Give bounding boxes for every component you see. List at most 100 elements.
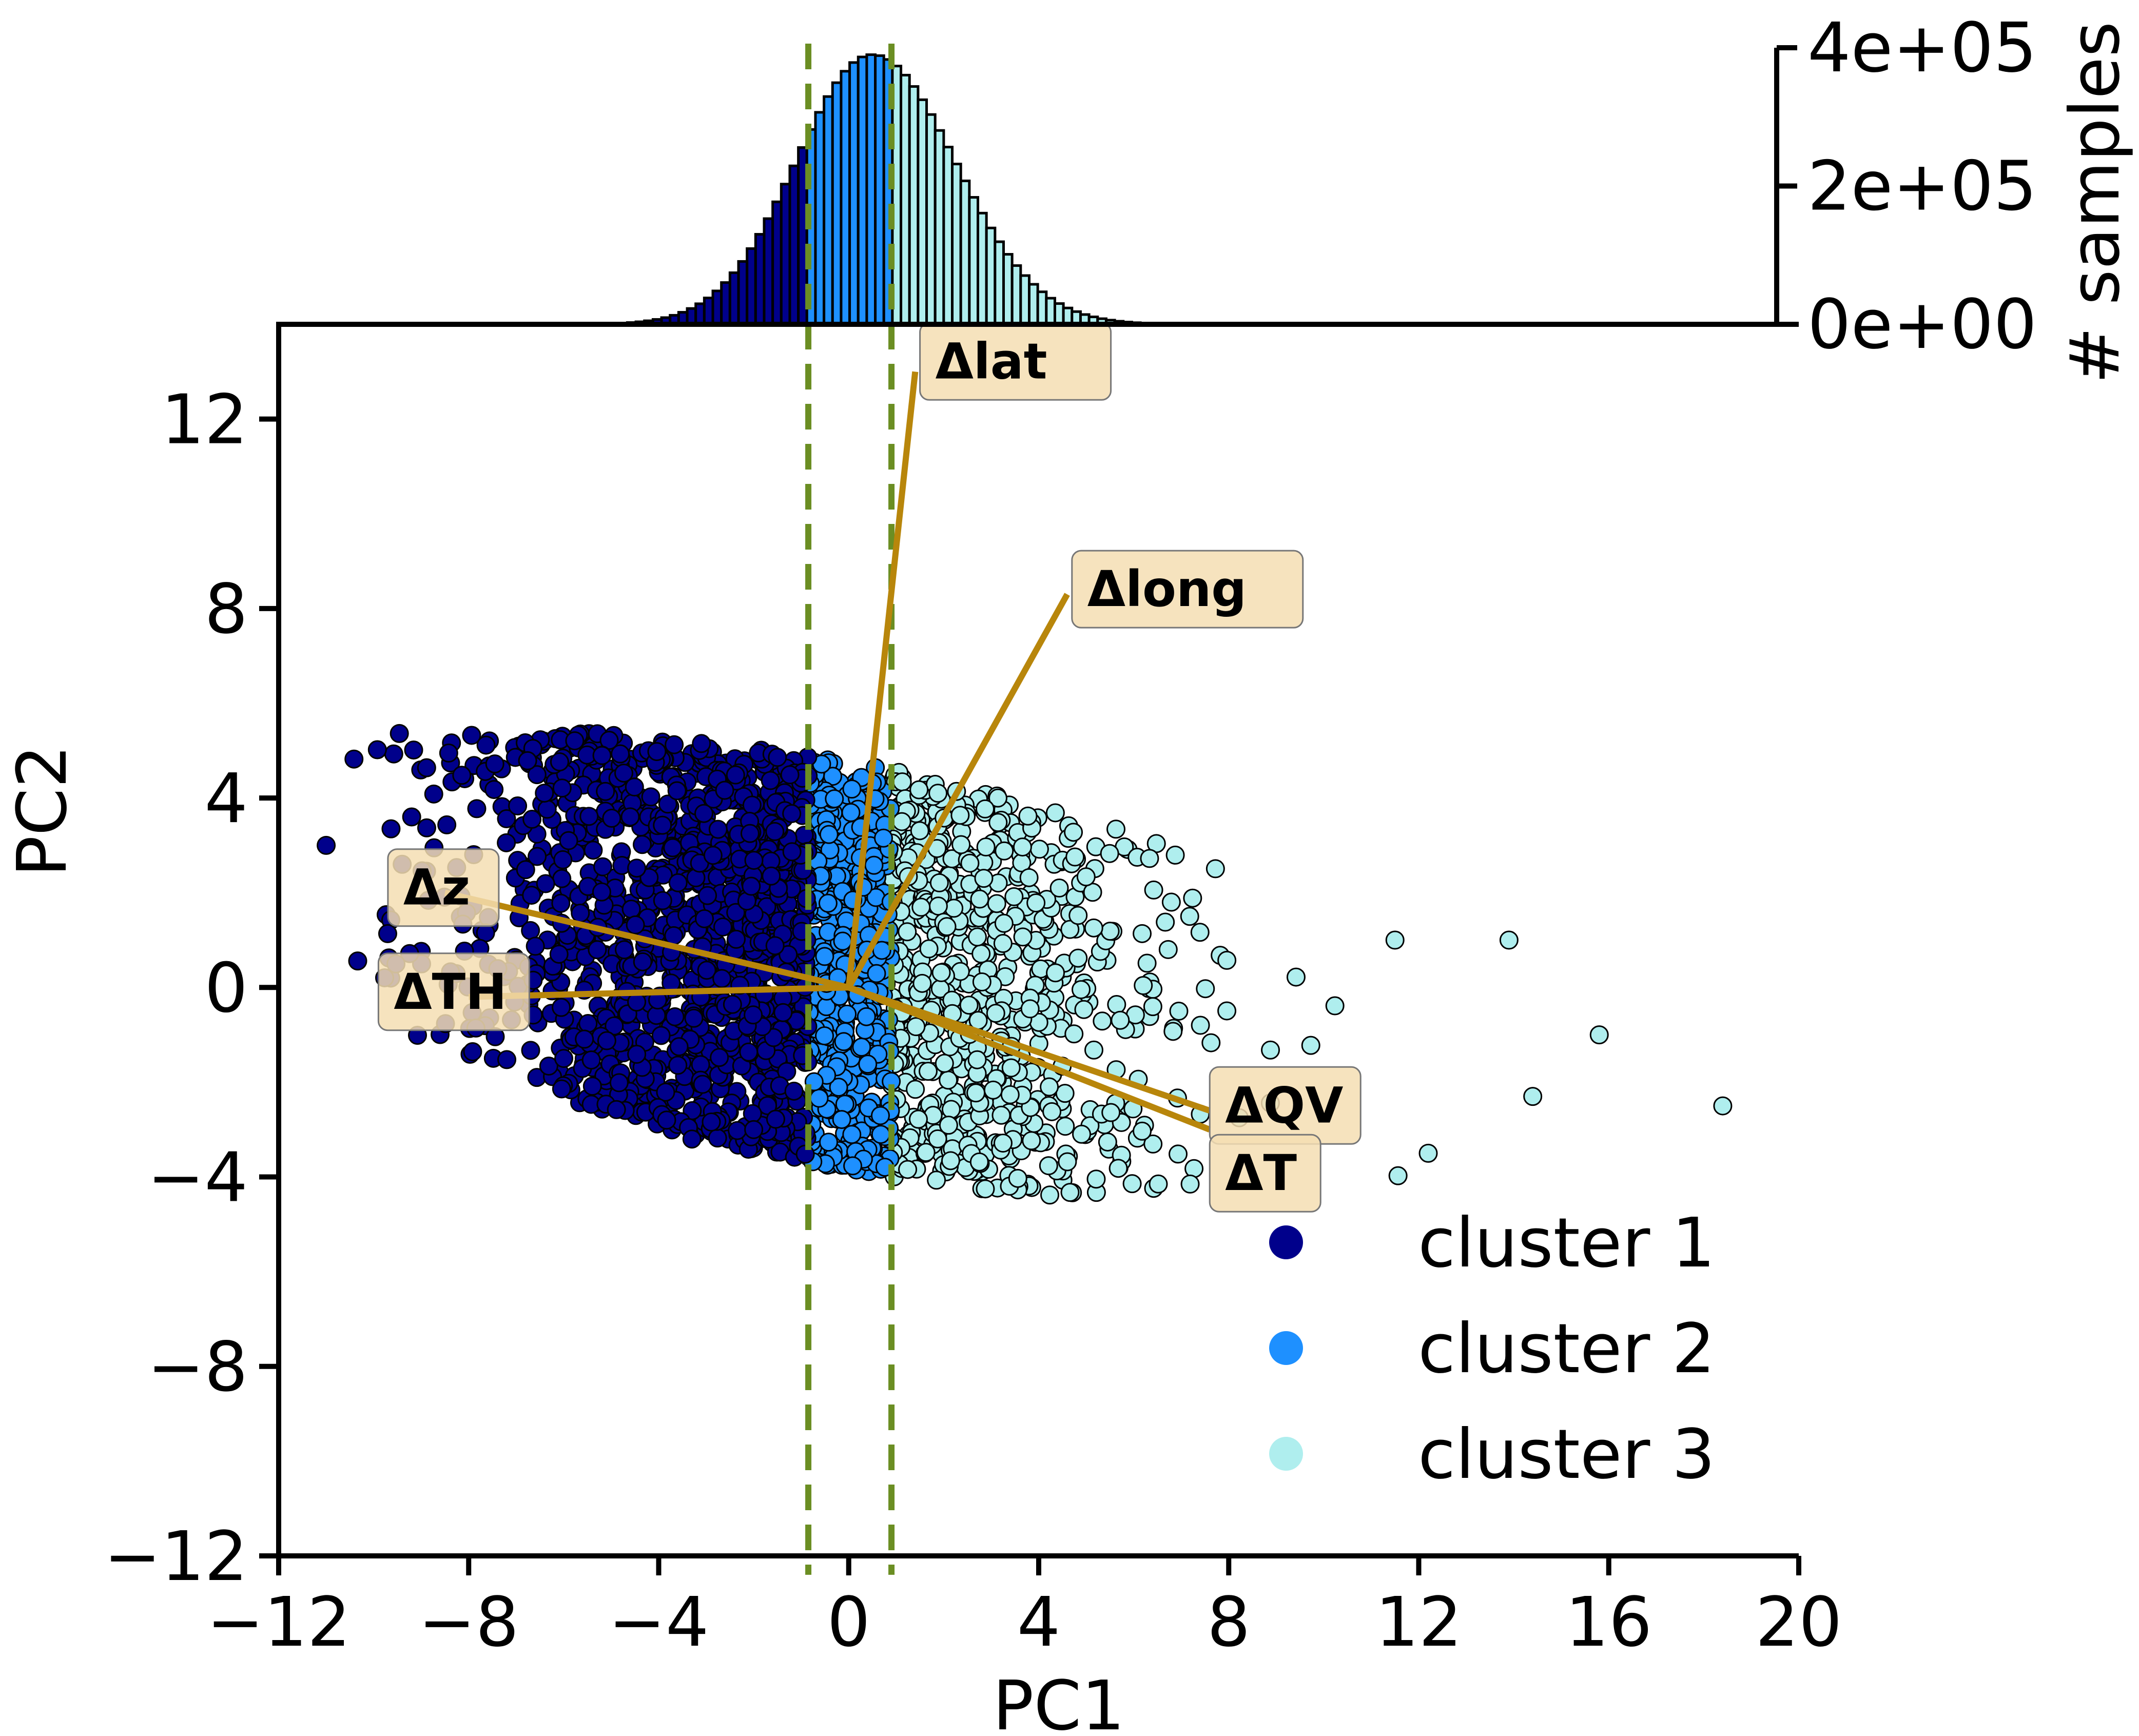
scatter-point: [833, 931, 852, 951]
scatter-point: [552, 998, 571, 1017]
scatter-point: [651, 1026, 671, 1045]
scatter-point: [768, 748, 787, 767]
scatter-point: [1183, 888, 1202, 908]
scatter-point: [667, 781, 687, 801]
scatter-point: [939, 1116, 958, 1135]
scatter-point: [527, 765, 547, 785]
scatter-point: [941, 1100, 961, 1119]
scatter-point: [1084, 1040, 1103, 1060]
scatter-point: [627, 859, 647, 878]
x-tick-label: 12: [1375, 1583, 1462, 1662]
scatter-point: [858, 1055, 878, 1074]
scatter-point: [485, 754, 504, 774]
scatter-point: [906, 1017, 926, 1037]
scatter-point: [559, 831, 578, 850]
scatter-point: [1107, 995, 1126, 1015]
scatter-point: [536, 874, 555, 893]
loading-label: ΔT: [1225, 1144, 1297, 1202]
scatter-point: [550, 752, 569, 772]
scatter-point: [526, 937, 545, 956]
scatter-point: [825, 789, 844, 809]
scatter-point: [761, 771, 780, 790]
scatter-point: [708, 1128, 727, 1148]
loading-label-box: [377, 952, 530, 1031]
histogram-y-axis-title: # samples: [2056, 22, 2135, 384]
scatter-point: [1137, 953, 1157, 973]
scatter-point: [993, 934, 1013, 953]
scatter-point: [739, 1042, 759, 1062]
scatter-point: [838, 1004, 857, 1024]
scatter-point: [697, 961, 716, 980]
scatter-point: [744, 851, 764, 870]
scatter-point: [682, 1129, 702, 1149]
scatter-point: [972, 972, 991, 992]
scatter-point: [1039, 1156, 1058, 1176]
scatter-point: [937, 917, 957, 937]
legend-marker: [1269, 1331, 1303, 1365]
scatter-point: [1134, 976, 1153, 995]
scatter-point: [348, 951, 367, 971]
scatter-point: [908, 1109, 928, 1129]
scatter-point: [522, 810, 542, 829]
scatter-point: [1201, 1033, 1221, 1052]
scatter-point: [1065, 847, 1085, 867]
loading-label: Δlong: [1087, 560, 1247, 618]
loading-label: Δz: [403, 859, 470, 916]
scatter-point: [818, 893, 838, 913]
scatter-point: [1068, 948, 1088, 968]
scatter-point: [1158, 940, 1178, 959]
scatter-point: [1143, 1134, 1163, 1154]
scatter-point: [611, 744, 630, 764]
scatter-point: [404, 740, 423, 760]
histogram-tick-label: 2e+05: [1807, 147, 2037, 226]
scatter-point: [1499, 930, 1519, 950]
scatter-point: [1261, 1040, 1280, 1060]
scatter-point: [743, 1104, 762, 1123]
scatter-point: [1418, 1143, 1438, 1163]
scatter-point: [726, 765, 745, 785]
scatter-point: [909, 780, 929, 799]
scatter-point: [1056, 1117, 1075, 1136]
scatter-point: [1026, 893, 1046, 912]
scatter-point: [974, 869, 994, 888]
scatter-point: [581, 1050, 601, 1070]
scatter-point: [665, 735, 684, 754]
scatter-point: [1060, 920, 1080, 939]
scatter-point: [871, 1106, 890, 1125]
scatter-point: [664, 926, 684, 945]
scatter-point: [1064, 1024, 1084, 1044]
loading-vectors: Δlat Δlong Δz ΔTH ΔQV ΔT: [377, 322, 1362, 1213]
scatter-point: [976, 1179, 995, 1199]
scatter-point: [684, 1008, 704, 1028]
scatter-point: [918, 1062, 938, 1081]
scatter-point: [740, 824, 760, 843]
scatter-point: [842, 1125, 862, 1144]
scatter-point: [597, 1031, 616, 1050]
scatter-point: [1040, 1185, 1060, 1205]
scatter-point: [742, 795, 762, 815]
scatter-point: [668, 873, 688, 892]
scatter-point: [592, 746, 612, 765]
loading-label-box: [1071, 550, 1304, 629]
scatter-point: [367, 740, 387, 759]
scatter-point: [582, 1077, 602, 1096]
scatter-point: [1217, 950, 1237, 970]
scatter-point: [521, 921, 540, 940]
scatter-point: [1161, 892, 1181, 912]
scatter-point: [344, 749, 364, 769]
scatter-point: [620, 807, 640, 827]
scatter-point: [693, 1075, 712, 1094]
scatter-point: [1058, 1152, 1077, 1172]
scatter-point: [819, 1133, 839, 1152]
scatter-point: [508, 796, 528, 815]
scatter-point: [1074, 1000, 1094, 1019]
scatter-point: [912, 973, 932, 993]
loading-arrow: [847, 984, 1211, 1133]
scatter-point: [639, 868, 659, 887]
scatter-point: [809, 1088, 829, 1108]
scatter-point: [782, 842, 802, 862]
scatter-point: [898, 922, 917, 942]
scatter-point: [782, 804, 802, 824]
scatter-point: [852, 1038, 871, 1057]
cluster-boundaries: [805, 44, 895, 1575]
